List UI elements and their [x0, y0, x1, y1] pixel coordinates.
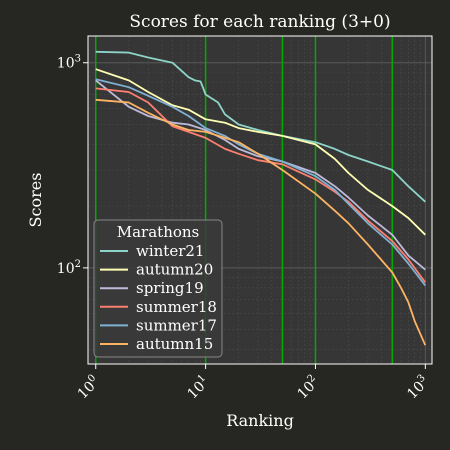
y-axis-label: Scores	[26, 173, 45, 228]
x-tick-label: 100	[73, 373, 103, 403]
plot-frame	[87, 35, 433, 365]
x-axis-label: Ranking	[226, 411, 294, 430]
legend-entries: winter21autumn20spring19summer18summer17…	[100, 242, 217, 353]
series-line-summer18	[95, 87, 427, 283]
x-tick-label: 102	[293, 373, 323, 403]
y-tick-label: 103	[57, 54, 81, 72]
series-line-winter21	[95, 50, 426, 203]
y-axis-ticks: 102 103	[57, 54, 88, 277]
legend-label: autumn15	[136, 335, 213, 353]
legend-label: summer18	[136, 298, 217, 316]
legend-label: summer17	[136, 316, 217, 334]
x-axis-ticks: 100 101 102 103	[73, 364, 433, 403]
x-tick-label: 103	[403, 373, 433, 403]
reference-lines	[95, 36, 394, 364]
legend-label: autumn20	[136, 261, 213, 279]
x-tick-label: 101	[183, 373, 213, 403]
legend-title: Marathons	[117, 223, 200, 241]
y-tick-label: 102	[57, 259, 81, 277]
legend-label: winter21	[136, 242, 204, 260]
legend-label: spring19	[136, 279, 204, 297]
legend: Marathons winter21autumn20spring19summer…	[93, 219, 223, 358]
series-line-autumn15	[95, 98, 427, 346]
legend-box	[93, 219, 223, 358]
chart-title: Scores for each ranking (3+0)	[129, 12, 390, 32]
series-line-autumn20	[95, 68, 426, 236]
series-lines	[95, 50, 427, 346]
